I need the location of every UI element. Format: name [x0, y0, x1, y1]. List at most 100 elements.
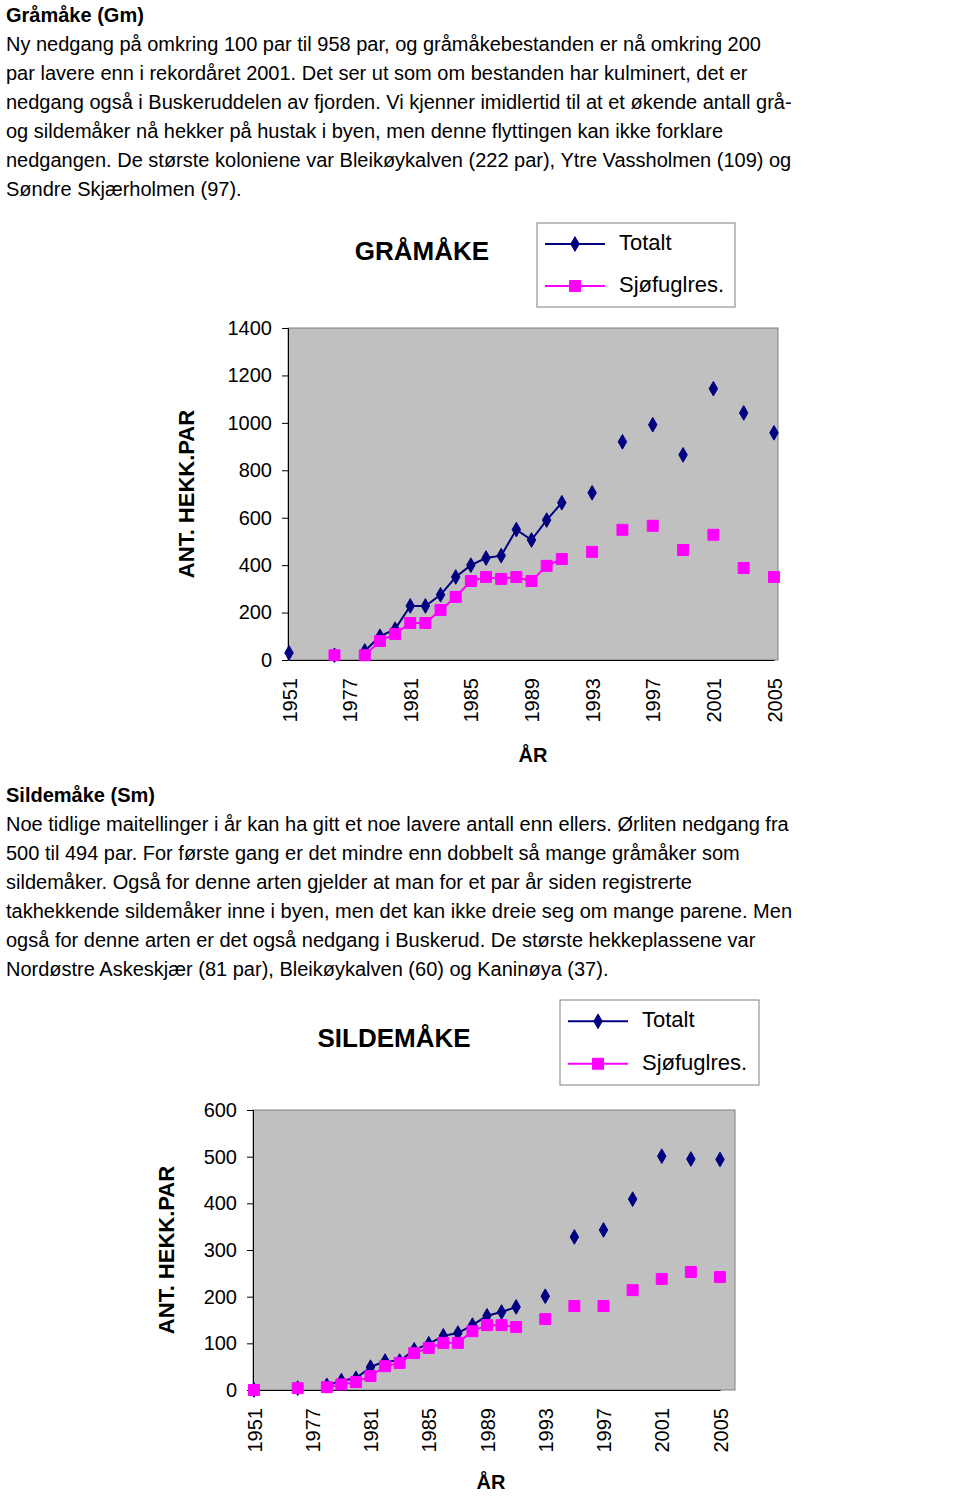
tick-mark — [282, 518, 288, 519]
data-point — [770, 425, 778, 440]
tick-label: 300 — [204, 1239, 237, 1261]
series-line — [289, 389, 774, 656]
chart-title: SILDEMÅKE — [317, 1023, 470, 1053]
x-tick: 1989 — [477, 1390, 499, 1453]
tick-label: 1200 — [228, 364, 273, 386]
tick-label: 800 — [239, 459, 272, 481]
tick-label: 1981 — [400, 678, 422, 723]
data-point — [687, 1152, 695, 1167]
tick-label: 1981 — [360, 1408, 382, 1453]
legend-label: Totalt — [642, 1007, 695, 1032]
text-line: Noe tidlige maitellinger i år kan ha git… — [6, 810, 792, 839]
x-tick: 2005 — [764, 660, 786, 723]
legend-box — [537, 223, 735, 307]
y-axis: 0100200300400500600 — [204, 1099, 254, 1401]
x-tick: 1977 — [302, 1390, 324, 1453]
data-point — [617, 524, 628, 535]
data-point — [380, 1361, 391, 1372]
x-tick: 1981 — [400, 660, 422, 723]
data-point — [421, 599, 429, 614]
plot-marks — [249, 1149, 726, 1397]
data-point — [405, 618, 416, 629]
tick-label: 2001 — [703, 678, 725, 723]
tick-label: 1989 — [521, 678, 543, 723]
legend-label: Sjøfuglres. — [642, 1050, 747, 1075]
text-line: takhekkende sildemåker inne i byen, men … — [6, 897, 792, 926]
y-tick: 600 — [239, 507, 288, 529]
data-point — [598, 1301, 609, 1312]
tick-mark — [282, 660, 288, 661]
data-point — [423, 1343, 434, 1354]
data-point — [482, 1320, 493, 1331]
data-point — [708, 529, 719, 540]
data-point — [618, 435, 626, 450]
data-point — [587, 546, 598, 557]
legend-marker — [570, 281, 581, 292]
section-heading: Sildemåke (Sm) — [6, 781, 792, 810]
data-point — [292, 1383, 303, 1394]
plot-marks — [285, 381, 780, 662]
tick-label: 1000 — [228, 412, 273, 434]
data-point — [769, 572, 780, 583]
legend-box — [560, 1000, 759, 1085]
data-point — [482, 551, 490, 566]
y-tick: 400 — [239, 554, 288, 576]
data-point — [496, 573, 507, 584]
data-point — [511, 572, 522, 583]
tick-label: 200 — [204, 1286, 237, 1308]
x-tick: 1993 — [535, 1390, 557, 1453]
tick-label: 100 — [204, 1332, 237, 1354]
text-line: Nordøstre Askeskjær (81 par), Bleikøykal… — [6, 955, 792, 984]
y-tick: 1200 — [228, 364, 289, 386]
tick-mark — [247, 1343, 253, 1344]
data-point — [540, 1314, 551, 1325]
plot-area — [253, 1110, 735, 1390]
y-tick: 200 — [239, 601, 288, 623]
series-line — [254, 1156, 720, 1390]
data-point — [249, 1385, 260, 1396]
tick-label: 1997 — [642, 678, 664, 723]
text-line: nedgang også i Buskeruddelen av fjorden.… — [6, 88, 792, 117]
data-point — [465, 576, 476, 587]
data-point — [556, 554, 567, 565]
x-axis: 195119771981198519891993199720012005 — [279, 660, 786, 723]
x-tick: 1989 — [521, 660, 543, 723]
tick-label: 0 — [261, 649, 272, 671]
x-tick: 1951 — [279, 660, 301, 723]
x-tick: 1981 — [360, 1390, 382, 1453]
text-section: Sildemåke (Sm)Noe tidlige maitellinger i… — [6, 781, 792, 984]
data-point — [497, 1305, 505, 1320]
data-point — [658, 1149, 666, 1164]
data-point — [450, 591, 461, 602]
tick-label: 1989 — [477, 1408, 499, 1453]
y-tick: 100 — [204, 1332, 253, 1354]
y-tick: 0 — [261, 649, 288, 671]
tick-label: 2005 — [710, 1408, 732, 1453]
data-point — [588, 485, 596, 500]
tick-label: 1400 — [228, 317, 273, 339]
data-point — [374, 636, 385, 647]
tick-mark — [282, 470, 288, 471]
tick-mark — [247, 1297, 253, 1298]
legend-marker — [571, 237, 579, 252]
y-axis-title: ANT. HEKK.PAR — [154, 1166, 179, 1334]
text-line: 500 til 494 par. For første gang er det … — [6, 839, 792, 868]
tick-mark — [247, 1250, 253, 1251]
tick-label: 1951 — [279, 678, 301, 723]
x-tick: 1951 — [244, 1390, 266, 1453]
data-point — [541, 1289, 549, 1304]
data-point — [656, 1273, 667, 1284]
x-tick: 1985 — [418, 1390, 440, 1453]
y-tick: 300 — [204, 1239, 253, 1261]
legend-marker — [594, 1014, 602, 1029]
text-line: Søndre Skjærholmen (97). — [6, 175, 792, 204]
data-point — [542, 513, 550, 528]
tick-label: 2001 — [651, 1408, 673, 1453]
charts: 0 200 400 600 800 1000 1200 1400 1951 1977 1981 198… — [0, 0, 960, 1497]
tick-label: 600 — [239, 507, 272, 529]
data-point — [452, 1337, 463, 1348]
data-point — [569, 1301, 580, 1312]
series-line — [334, 526, 774, 655]
x-tick: 1997 — [593, 1390, 615, 1453]
series-line — [254, 1272, 720, 1390]
